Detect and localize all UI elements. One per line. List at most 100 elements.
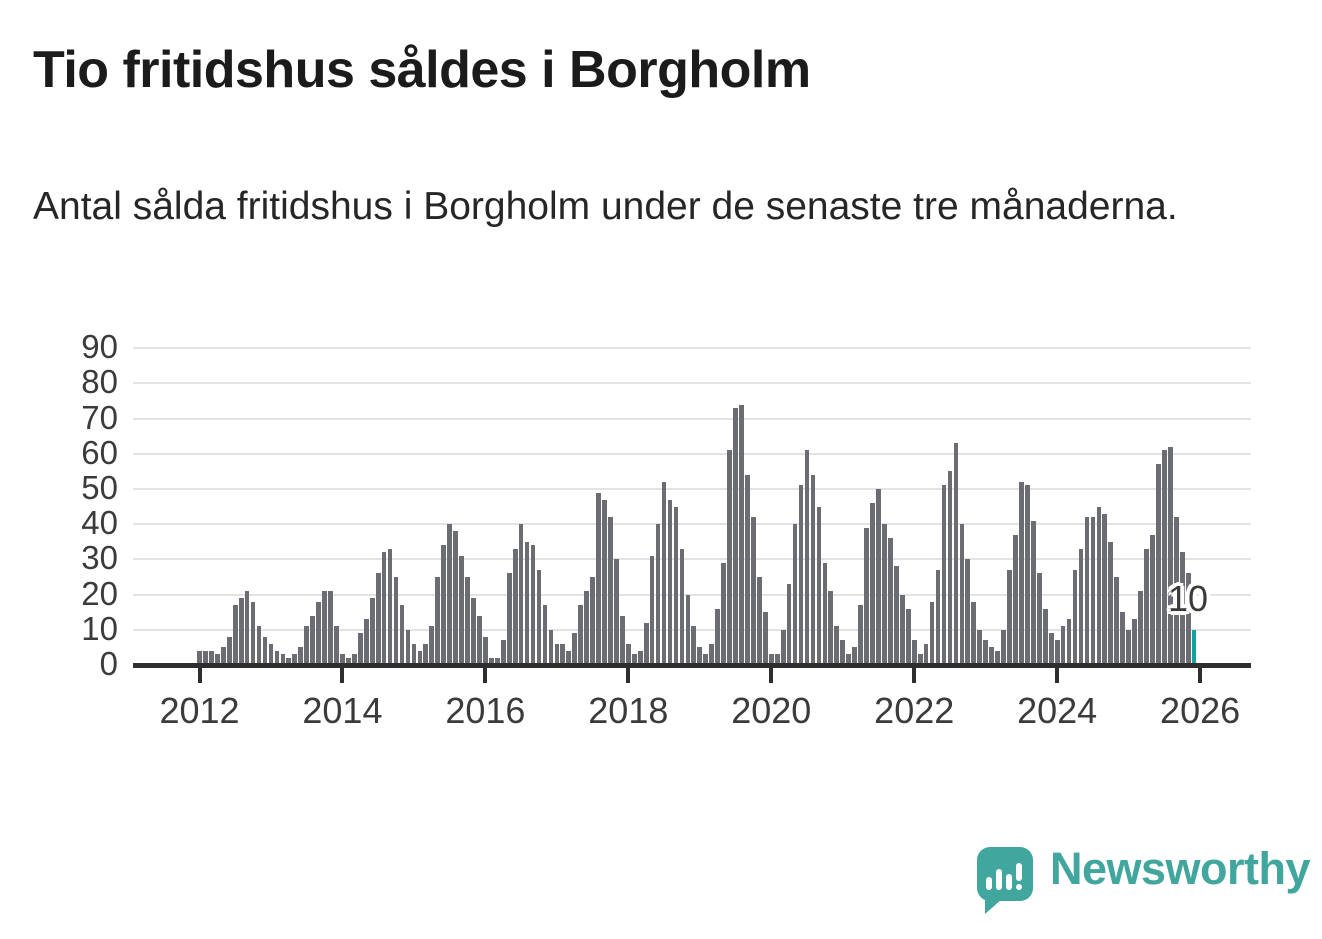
year-tick xyxy=(769,667,774,683)
chart-bar xyxy=(512,548,518,665)
chart-bar xyxy=(792,524,798,665)
chart-bar xyxy=(864,527,869,665)
chart-bar xyxy=(465,577,470,665)
chart-bar xyxy=(215,654,220,665)
chart-bar xyxy=(346,657,351,665)
chart-bar xyxy=(274,650,280,665)
chart-bar xyxy=(268,643,274,665)
chart-bar xyxy=(989,647,994,665)
chart-bar xyxy=(941,485,947,665)
chart-bar xyxy=(739,404,744,665)
chart-bar xyxy=(1173,517,1179,665)
chart-bar xyxy=(1013,534,1018,665)
gridline xyxy=(133,488,1251,490)
chart-bar xyxy=(405,629,411,665)
y-axis-tick-label: 60 xyxy=(81,433,118,471)
year-tick xyxy=(340,667,345,683)
chart-bar xyxy=(757,577,762,665)
chart-bar xyxy=(304,626,310,665)
chart-bar xyxy=(834,626,840,665)
chart-bar xyxy=(1078,548,1084,665)
chart-bar xyxy=(429,626,435,665)
chart-bar xyxy=(536,569,542,665)
chart-bar xyxy=(596,492,601,665)
chart-bar xyxy=(226,636,232,665)
x-axis-tick-label: 2018 xyxy=(588,690,669,731)
chart-bar xyxy=(256,626,262,665)
chart-bar xyxy=(786,584,792,665)
chart-bar xyxy=(477,615,482,665)
chart-bar xyxy=(917,654,923,665)
chart-bar xyxy=(1036,573,1042,665)
y-axis-tick-label: 70 xyxy=(81,398,118,436)
y-axis-tick-label: 40 xyxy=(81,504,118,542)
exclamation-icon xyxy=(1016,863,1022,890)
chart-bar xyxy=(381,552,387,665)
chart-bar xyxy=(197,650,202,665)
chart-bar xyxy=(1025,485,1030,665)
last-value-label: 10 xyxy=(1168,578,1209,619)
chart-bar xyxy=(548,629,554,665)
chart-bar xyxy=(447,524,452,665)
chart-bar xyxy=(888,538,893,665)
chart-bar xyxy=(953,443,959,665)
chart-bar xyxy=(1060,626,1066,665)
chart-bar xyxy=(733,408,738,665)
chart-bar xyxy=(292,654,298,665)
chart-bar xyxy=(876,489,881,665)
x-axis-tick-label: 2012 xyxy=(159,690,240,731)
chart-bar xyxy=(608,517,613,665)
chart-bar xyxy=(661,481,667,665)
chart-bar xyxy=(727,450,732,665)
chart-bar xyxy=(262,636,268,665)
newsworthy-bar-chart-speech-bubble-icon xyxy=(977,847,1033,914)
chart-bar xyxy=(584,591,589,665)
chart-bar xyxy=(483,636,488,665)
chart-bar xyxy=(643,622,649,665)
chart-bar xyxy=(751,517,756,665)
chart-bar xyxy=(1114,577,1120,665)
chart-bar xyxy=(328,591,333,665)
chart-bar xyxy=(1132,619,1137,665)
chart-bar xyxy=(697,647,703,665)
y-axis-tick-label: 50 xyxy=(81,469,118,506)
chart-bar xyxy=(369,598,375,665)
chart-bar xyxy=(882,524,887,665)
chart-bar xyxy=(441,545,447,665)
chart-bar xyxy=(709,643,715,665)
y-axis-tick-label: 20 xyxy=(81,574,118,612)
chart-bar xyxy=(554,643,560,665)
chart-bar xyxy=(1185,573,1191,665)
chart-bar xyxy=(983,640,989,665)
chart-bar xyxy=(1084,517,1090,665)
chart-bar xyxy=(858,605,863,665)
chart-bar xyxy=(459,555,464,665)
chart-bar xyxy=(1054,640,1060,665)
chart-bar xyxy=(334,626,339,665)
chart-bar xyxy=(774,654,780,665)
x-axis-tick-label: 2014 xyxy=(302,690,383,731)
chart-bar xyxy=(780,629,786,665)
chart-bar xyxy=(899,594,905,665)
chart-bar xyxy=(435,577,441,665)
chart-bar xyxy=(947,471,953,665)
chart-bar xyxy=(387,548,393,665)
chart-bar xyxy=(1066,619,1072,665)
chart-bar xyxy=(822,562,828,665)
chart-bar xyxy=(518,524,524,665)
chart-subtitle: Antal sålda fritidshus i Borgholm under … xyxy=(33,185,1178,228)
chart-bar xyxy=(685,594,691,665)
chart-bar xyxy=(810,474,816,665)
chart-bar xyxy=(828,591,834,665)
year-tick xyxy=(1198,667,1203,683)
y-axis-tick-label: 0 xyxy=(99,645,118,682)
x-axis-tick-label: 2020 xyxy=(731,690,812,731)
chart-bar xyxy=(506,573,512,665)
chart-bar xyxy=(232,605,238,665)
x-axis-tick-label: 2024 xyxy=(1017,690,1098,731)
chart-bar xyxy=(494,657,500,665)
chart-bar xyxy=(923,643,929,665)
x-axis-line xyxy=(133,663,1251,668)
chart-bar xyxy=(423,643,429,665)
